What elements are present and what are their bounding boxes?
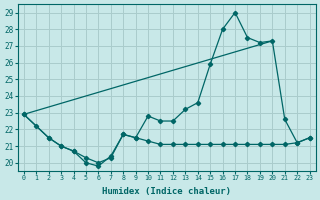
X-axis label: Humidex (Indice chaleur): Humidex (Indice chaleur)	[102, 187, 231, 196]
